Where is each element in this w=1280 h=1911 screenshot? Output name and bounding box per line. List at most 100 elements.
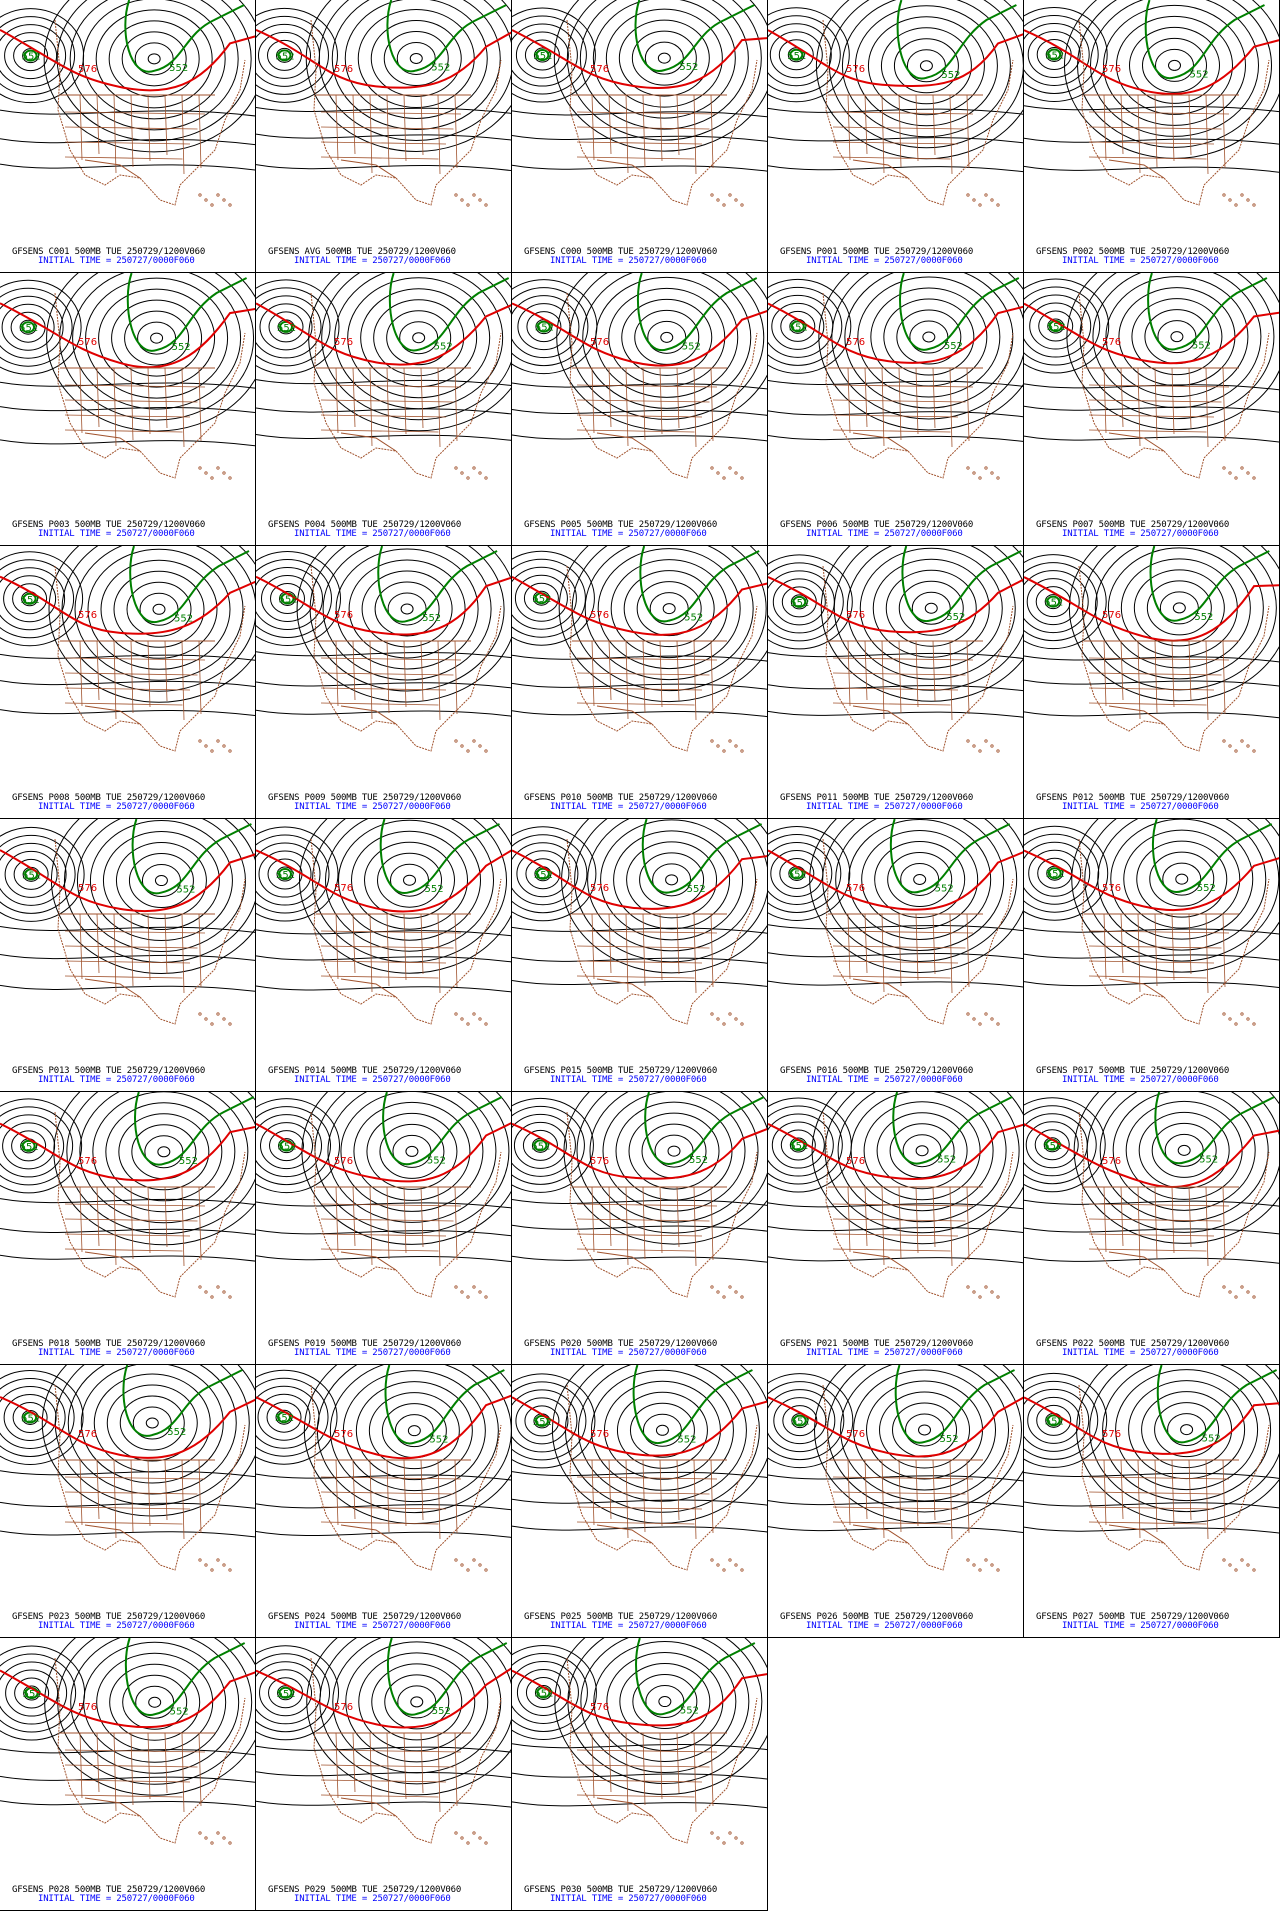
caribbean-island bbox=[484, 203, 488, 207]
pacific-low-contour bbox=[256, 558, 332, 638]
ensemble-member-panel: 552 552 576 GFSENS P012 500MB TUE 250729/12… bbox=[1024, 546, 1280, 819]
pacific-low-contour bbox=[533, 47, 551, 63]
hudson-low-contour bbox=[879, 1391, 971, 1469]
caribbean-island bbox=[1246, 1017, 1250, 1021]
pacific-low-contour bbox=[768, 23, 832, 87]
us-mexico-border bbox=[1108, 159, 1165, 179]
caribbean-island bbox=[722, 1295, 726, 1299]
height-contour-map: 552 552 576 bbox=[256, 1092, 511, 1299]
hudson-low-contour bbox=[863, 1101, 981, 1201]
state-boundary bbox=[642, 367, 646, 441]
caribbean-island bbox=[728, 193, 732, 197]
label-576: 576 bbox=[334, 64, 353, 75]
caribbean-island bbox=[472, 1831, 476, 1835]
hudson-low-contour bbox=[1175, 873, 1189, 885]
southern-contour bbox=[256, 681, 511, 689]
state-boundary bbox=[369, 1459, 373, 1539]
caribbean-island bbox=[1240, 466, 1244, 470]
pacific-552-contour bbox=[21, 1139, 36, 1152]
state-boundary bbox=[64, 111, 206, 115]
hudson-low-contour bbox=[399, 321, 439, 355]
state-boundary bbox=[832, 1521, 951, 1525]
state-boundary bbox=[369, 367, 373, 447]
hudson-low-contour bbox=[342, 1370, 486, 1492]
pacific-low-contour bbox=[268, 311, 304, 343]
us-mexico-border bbox=[1108, 705, 1165, 725]
label-576: 576 bbox=[334, 1702, 353, 1713]
label-576: 576 bbox=[590, 610, 609, 621]
pacific-552-contour bbox=[278, 868, 293, 881]
state-boundary bbox=[386, 1459, 390, 1533]
ensemble-member-panel: 552 552 576 GFSENS P020 500MB TUE 250729/12… bbox=[512, 1092, 768, 1365]
panel-title: GFSENS P005 500MB TUE 250729/1200V060 bbox=[524, 520, 718, 530]
hudson-low-contour bbox=[325, 819, 494, 952]
label-552-pacific: 552 bbox=[535, 323, 554, 334]
state-boundary bbox=[881, 1186, 885, 1266]
hudson-low-contour bbox=[106, 1384, 198, 1462]
caribbean-island bbox=[996, 1568, 1000, 1572]
pacific-low-contour bbox=[13, 858, 49, 890]
state-boundary bbox=[710, 94, 714, 169]
caribbean-island bbox=[722, 203, 726, 207]
caribbean-island bbox=[472, 1285, 476, 1289]
hudson-low-contour bbox=[634, 309, 700, 365]
ensemble-member-panel: 552 552 576 GFSENS AVG 500MB TUE 250729/120… bbox=[256, 0, 512, 273]
height-contour-map: 552 552 576 bbox=[512, 1092, 767, 1299]
state-boundary bbox=[130, 367, 134, 441]
ensemble-member-panel: 552 552 576 GFSENS P006 500MB TUE 250729/12… bbox=[768, 273, 1024, 546]
southern-contour bbox=[0, 1775, 255, 1783]
state-boundary bbox=[1088, 657, 1230, 661]
pacific-low-contour bbox=[1024, 1097, 1106, 1193]
caribbean-island bbox=[484, 476, 488, 480]
caribbean-island bbox=[1234, 1022, 1238, 1026]
initial-time: INITIAL TIME = 250727/0000F060 bbox=[550, 1075, 707, 1085]
state-boundary bbox=[832, 126, 966, 130]
label-552-pacific: 552 bbox=[279, 594, 298, 605]
hudson-low-contour bbox=[1180, 1424, 1194, 1436]
hudson-low-contour bbox=[654, 1134, 694, 1168]
caribbean-island bbox=[222, 1836, 226, 1840]
hudson-low-contour bbox=[56, 0, 252, 142]
state-boundary bbox=[1188, 1186, 1192, 1248]
pacific-low-contour bbox=[11, 1130, 47, 1162]
contour-576-line bbox=[0, 1396, 255, 1459]
pacific-low-contour bbox=[512, 1105, 585, 1185]
coastline bbox=[1078, 1111, 1270, 1298]
caribbean-island bbox=[222, 744, 226, 748]
caribbean-island bbox=[710, 1012, 714, 1016]
caribbean-island bbox=[1252, 749, 1256, 753]
label-576: 576 bbox=[590, 1429, 609, 1440]
caribbean-island bbox=[478, 1290, 482, 1294]
pacific-low-contour bbox=[1024, 22, 1090, 86]
caribbean-island bbox=[984, 1012, 988, 1016]
initial-time: INITIAL TIME = 250727/0000F060 bbox=[294, 802, 451, 812]
state-boundary bbox=[576, 1794, 695, 1798]
coastline bbox=[822, 292, 1014, 479]
pacific-low-contour bbox=[512, 566, 577, 630]
contour-576-line bbox=[512, 29, 767, 90]
contour-552-line bbox=[126, 273, 248, 352]
hudson-low-contour bbox=[811, 1092, 1023, 1245]
state-boundary bbox=[676, 1732, 680, 1794]
us-mexico-border bbox=[852, 432, 909, 452]
hudson-low-contour bbox=[1068, 546, 1279, 702]
pacific-552-contour bbox=[789, 867, 804, 880]
southern-contour bbox=[1024, 105, 1279, 113]
hudson-low-contour bbox=[911, 591, 951, 625]
caribbean-island bbox=[1228, 1290, 1232, 1294]
caribbean-island bbox=[472, 1012, 476, 1016]
state-boundary bbox=[1154, 640, 1158, 714]
panel-title: GFSENS P011 500MB TUE 250729/1200V060 bbox=[780, 793, 974, 803]
state-boundary bbox=[320, 702, 439, 706]
southern-contour bbox=[768, 1526, 1023, 1534]
state-boundary bbox=[320, 1491, 454, 1495]
caribbean-island bbox=[460, 1017, 464, 1021]
hudson-low-contour bbox=[301, 1092, 511, 1245]
label-552-pacific: 552 bbox=[278, 1142, 297, 1153]
label-576: 576 bbox=[1102, 1429, 1121, 1440]
state-boundary bbox=[1154, 94, 1158, 168]
pacific-low-contour bbox=[512, 23, 578, 87]
hudson-low-contour bbox=[48, 546, 255, 703]
panel-title: GFSENS P016 500MB TUE 250729/1200V060 bbox=[780, 1066, 974, 1076]
hudson-low-contour bbox=[553, 0, 767, 152]
